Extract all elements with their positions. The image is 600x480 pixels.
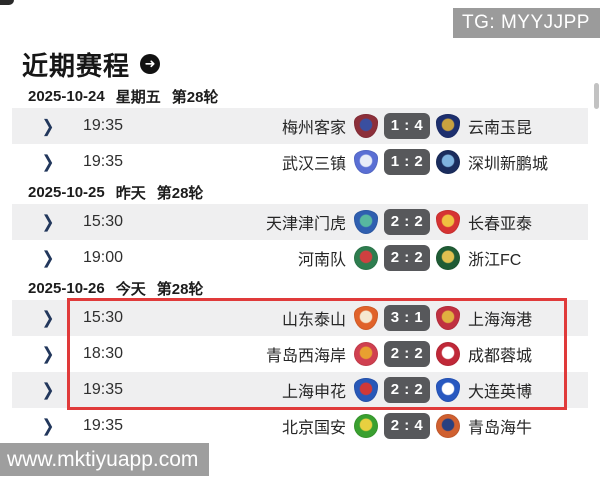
away-team-name: 浙江FC	[468, 252, 522, 269]
score-badge: 2 : 4	[384, 413, 430, 439]
match-time: 19:35	[83, 381, 124, 398]
match-row[interactable]: ❯ 15:30 天津津门虎 2 : 2 长春亚泰	[12, 204, 588, 240]
round-label: 第28轮	[171, 88, 219, 106]
home-team-name: 山东泰山	[281, 312, 346, 329]
match-time: 15:30	[83, 309, 124, 326]
title-bar: 近期赛程 ➜	[12, 44, 588, 84]
scrollbar-thumb[interactable]	[594, 83, 599, 109]
away-team-logo	[436, 378, 460, 402]
away-team-logo	[436, 210, 460, 234]
home-team-logo	[354, 114, 378, 138]
home-team-logo	[354, 414, 378, 438]
home-team-logo	[354, 246, 378, 270]
away-team-name: 大连英博	[468, 384, 533, 401]
chevron-right-icon[interactable]: ❯	[41, 344, 55, 365]
match-row[interactable]: ❯ 18:30 青岛西海岸 2 : 2 成都蓉城	[12, 336, 588, 372]
chevron-right-icon[interactable]: ❯	[41, 212, 55, 233]
away-team-name: 云南玉昆	[468, 120, 533, 137]
round-label: 第28轮	[156, 280, 204, 298]
site-watermark: www.mktiyuapp.com	[0, 443, 209, 476]
away-team-name: 深圳新鹏城	[468, 156, 549, 173]
score-badge: 2 : 2	[384, 377, 430, 403]
match-row[interactable]: ❯ 19:35 梅州客家 1 : 4 云南玉昆	[12, 108, 588, 144]
match-row[interactable]: ❯ 19:00 河南队 2 : 2 浙江FC	[12, 240, 588, 276]
schedule-panel: 近期赛程 ➜ 2025-10-24 星期五 第28轮 ❯ 19:35 梅州客家 …	[12, 44, 588, 444]
match-time: 19:00	[83, 249, 124, 266]
chevron-right-icon[interactable]: ❯	[41, 116, 55, 137]
match-time: 19:35	[83, 153, 124, 170]
match-time: 19:35	[83, 117, 124, 134]
away-team-logo	[436, 414, 460, 438]
date-header: 2025-10-26 今天 第28轮	[12, 276, 588, 300]
page-title: 近期赛程	[22, 50, 131, 81]
home-team-name: 梅州客家	[281, 120, 346, 137]
arrow-right-icon[interactable]: ➜	[140, 54, 161, 74]
away-team-logo	[436, 114, 460, 138]
chevron-right-icon[interactable]: ❯	[41, 416, 55, 437]
score-badge: 1 : 4	[384, 113, 430, 139]
away-team-logo	[436, 150, 460, 174]
weekday-label: 星期五	[115, 88, 161, 106]
match-row[interactable]: ❯ 19:35 上海申花 2 : 2 大连英博	[12, 372, 588, 408]
date-header: 2025-10-25 昨天 第28轮	[12, 180, 588, 204]
home-team-name: 上海申花	[281, 384, 346, 401]
home-team-logo	[354, 378, 378, 402]
date-label: 2025-10-24	[28, 87, 105, 105]
chevron-right-icon[interactable]: ❯	[41, 248, 55, 269]
away-team-name: 青岛海牛	[468, 420, 533, 437]
away-team-name: 长春亚泰	[468, 216, 533, 233]
weekday-label: 今天	[115, 280, 146, 298]
home-team-logo	[354, 150, 378, 174]
match-time: 15:30	[83, 213, 124, 230]
screenshot-corner-artifact	[0, 0, 14, 5]
home-team-name: 天津津门虎	[265, 216, 346, 233]
date-label: 2025-10-25	[28, 183, 105, 201]
match-time: 18:30	[83, 345, 124, 362]
score-badge: 2 : 2	[384, 245, 430, 271]
date-label: 2025-10-26	[28, 279, 105, 297]
match-row[interactable]: ❯ 19:35 北京国安 2 : 4 青岛海牛	[12, 408, 588, 444]
score-badge: 3 : 1	[384, 305, 430, 331]
chevron-right-icon[interactable]: ❯	[41, 308, 55, 329]
highlighted-matches-group: ❯ 15:30 山东泰山 3 : 1 上海海港 ❯ 18:30 青岛西海岸 2 …	[12, 298, 588, 410]
home-team-name: 河南队	[297, 252, 346, 269]
home-team-name: 武汉三镇	[281, 156, 346, 173]
match-row[interactable]: ❯ 15:30 山东泰山 3 : 1 上海海港	[12, 300, 588, 336]
score-badge: 1 : 2	[384, 149, 430, 175]
chevron-right-icon[interactable]: ❯	[41, 152, 55, 173]
away-team-name: 成都蓉城	[468, 348, 533, 365]
home-team-logo	[354, 210, 378, 234]
weekday-label: 昨天	[115, 184, 146, 202]
chevron-right-icon[interactable]: ❯	[41, 380, 55, 401]
score-badge: 2 : 2	[384, 209, 430, 235]
home-team-logo	[354, 306, 378, 330]
score-badge: 2 : 2	[384, 341, 430, 367]
date-header: 2025-10-24 星期五 第28轮	[12, 84, 588, 108]
match-row[interactable]: ❯ 19:35 武汉三镇 1 : 2 深圳新鹏城	[12, 144, 588, 180]
home-team-name: 青岛西海岸	[265, 348, 346, 365]
away-team-name: 上海海港	[468, 312, 533, 329]
match-time: 19:35	[83, 417, 124, 434]
home-team-name: 北京国安	[281, 420, 346, 437]
away-team-logo	[436, 246, 460, 270]
tg-watermark: TG: MYYJJPP	[453, 8, 600, 38]
away-team-logo	[436, 342, 460, 366]
home-team-logo	[354, 342, 378, 366]
away-team-logo	[436, 306, 460, 330]
round-label: 第28轮	[156, 184, 204, 202]
